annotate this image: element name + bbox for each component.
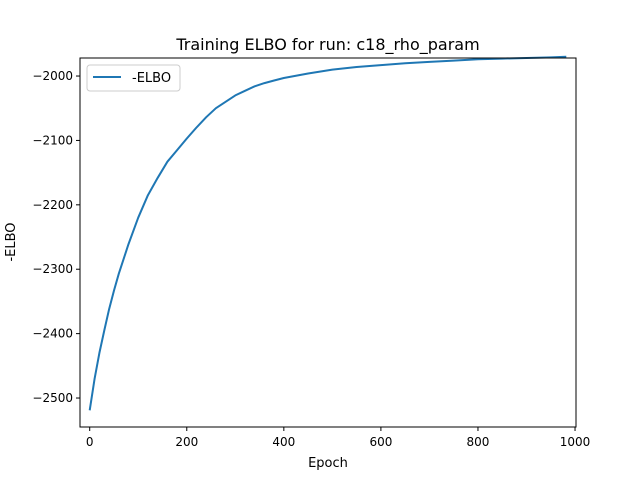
y-tick-label: −2200 <box>32 198 73 212</box>
y-tick-label: −2500 <box>32 391 73 405</box>
y-tick-label: −2100 <box>32 133 73 147</box>
x-tick-label: 600 <box>369 435 392 449</box>
x-tick-label: 0 <box>86 435 94 449</box>
legend: -ELBO <box>86 64 181 92</box>
y-tick-label: −2300 <box>32 262 73 276</box>
y-axis-ticks: −2500 −2400 −2300 −2200 −2100 −2000 <box>32 69 80 405</box>
plot-layer <box>88 55 567 411</box>
x-axis-label: Epoch <box>308 456 348 471</box>
x-tick-label: 1000 <box>560 435 591 449</box>
x-tick-label: 800 <box>467 435 490 449</box>
x-tick-label: 400 <box>272 435 295 449</box>
x-tick-label: 200 <box>175 435 198 449</box>
chart-title: Training ELBO for run: c18_rho_param <box>175 35 479 55</box>
y-tick-label: −2000 <box>32 69 73 83</box>
legend-label: -ELBO <box>132 71 171 86</box>
y-tick-label: −2400 <box>32 327 73 341</box>
y-axis-label: -ELBO <box>4 222 19 261</box>
x-axis-ticks: 0 200 400 600 800 1000 <box>86 427 590 449</box>
plot-frame <box>79 57 577 428</box>
series-line <box>88 55 567 411</box>
legend-box <box>86 64 181 92</box>
